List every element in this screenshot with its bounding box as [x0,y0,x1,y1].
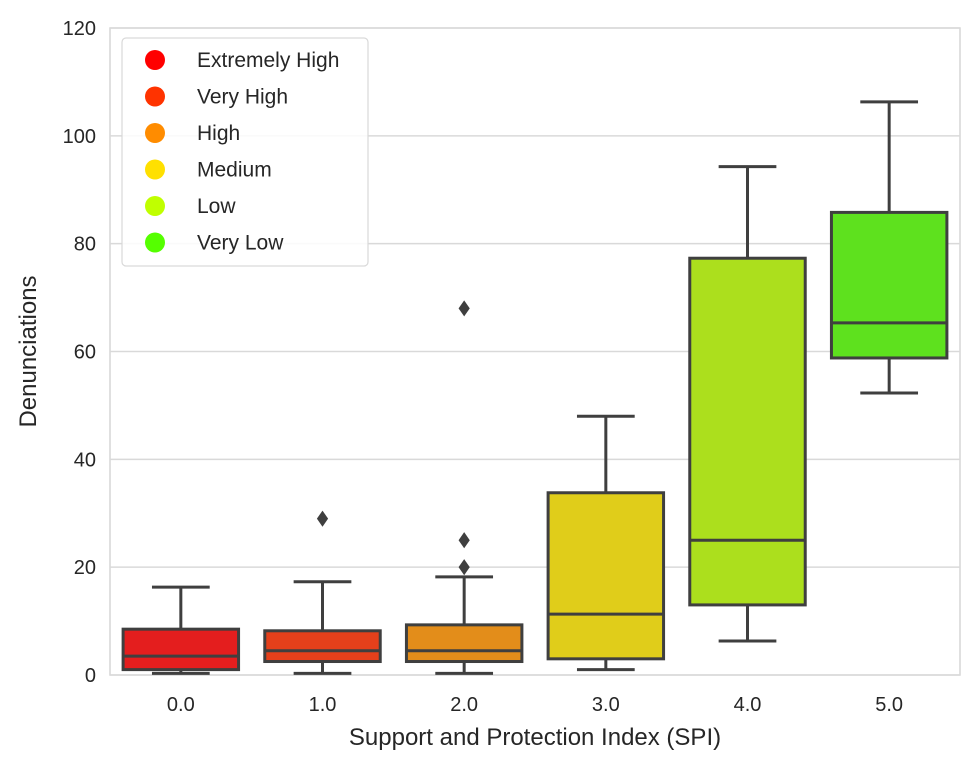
x-tick-label: 0.0 [167,694,195,716]
y-tick-label: 100 [63,126,96,148]
legend-label: Medium [197,159,272,182]
legend: Extremely High Very High High Medium Low Very… [121,37,369,267]
box [688,256,807,607]
outlier-point [458,300,470,317]
legend-label: Extremely High [197,49,339,72]
box-group [263,510,382,675]
x-axis-title: Support and Protection Index (SPI) [349,724,721,751]
box [263,629,382,664]
box [546,491,666,661]
x-tick-label: 2.0 [450,694,478,716]
legend-marker [145,232,165,253]
legend-marker [145,123,165,143]
legend-frame [121,37,369,267]
y-tick-labels: 0 20 40 60 80 100 120 [63,18,96,687]
box-group [121,585,241,675]
legend-marker [145,86,165,107]
y-tick-label: 80 [74,234,96,256]
box-group [688,165,807,643]
legend-marker [145,159,165,180]
y-tick-label: 120 [63,18,96,40]
outlier-point [458,559,470,576]
box [404,623,524,664]
legend-marker [145,196,165,216]
legend-label: Low [197,195,236,218]
box [829,210,949,360]
box [121,627,241,672]
legend-marker [145,50,165,70]
y-axis-title: Denunciations [15,275,42,427]
y-tick-label: 40 [74,449,96,471]
box-group [829,100,949,395]
x-tick-label: 4.0 [734,694,762,716]
legend-label: High [197,122,240,145]
x-tick-labels: 0.0 1.0 2.0 3.0 4.0 5.0 [167,694,903,716]
y-tick-label: 20 [74,557,96,579]
y-tick-label: 0 [85,665,96,687]
x-tick-label: 1.0 [309,694,337,716]
y-tick-label: 60 [74,342,96,364]
x-tick-label: 5.0 [875,694,903,716]
x-tick-label: 3.0 [592,694,620,716]
outlier-point [316,510,329,527]
legend-label: Very Low [197,232,284,255]
box-group [546,414,666,672]
box-group [404,300,524,675]
legend-label: Very High [197,86,288,109]
outlier-point [458,532,470,549]
boxes-layer [121,100,949,675]
